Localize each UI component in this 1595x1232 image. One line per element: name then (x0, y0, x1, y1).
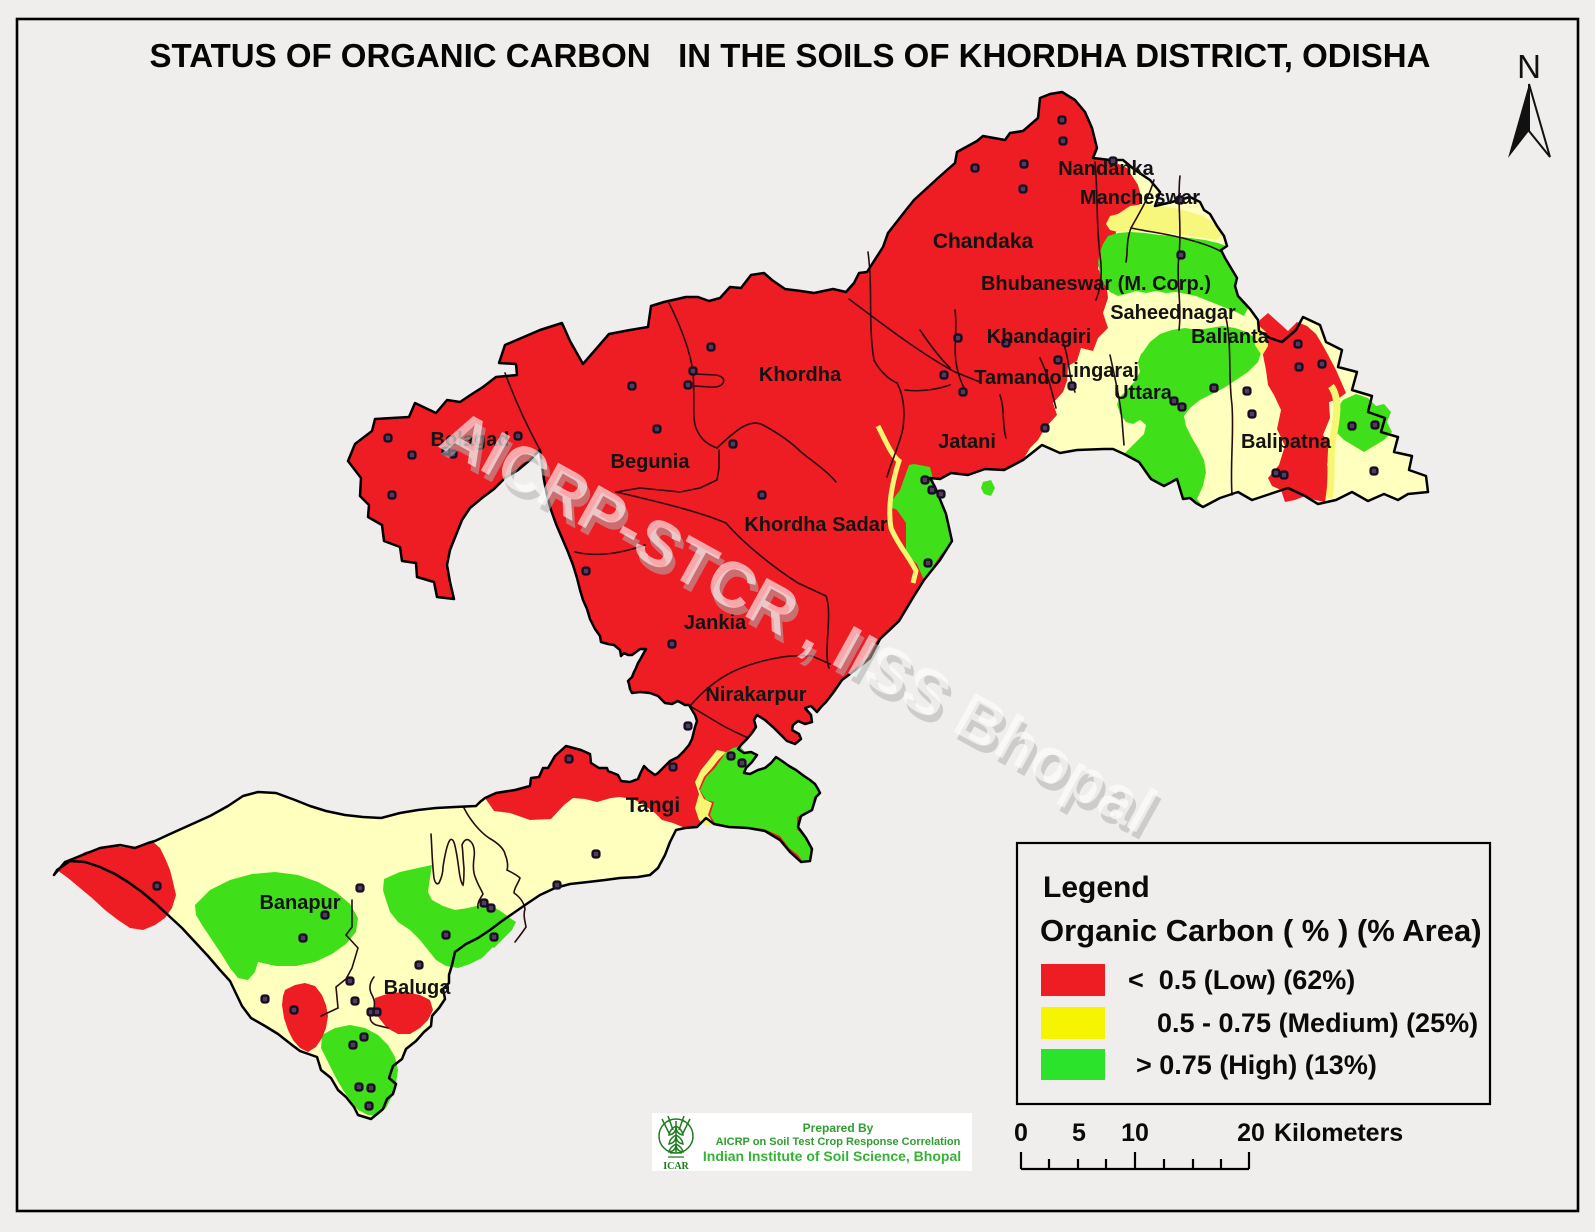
svg-text:Khandagiri: Khandagiri (987, 326, 1091, 348)
svg-text:AICRP on Soil Test Crop Respon: AICRP on Soil Test Crop Response Correla… (716, 1136, 961, 1148)
svg-text:Kilometers: Kilometers (1274, 1119, 1403, 1147)
svg-text:Khordha Sadar: Khordha Sadar (744, 514, 888, 536)
svg-text:Bolagad: Bolagad (431, 429, 510, 451)
svg-text:Lingaraj: Lingaraj (1061, 360, 1139, 382)
svg-text:10: 10 (1121, 1119, 1149, 1147)
svg-text:Balipatna: Balipatna (1241, 431, 1332, 453)
svg-text:Bhubaneswar (M. Corp.): Bhubaneswar (M. Corp.) (981, 273, 1211, 295)
svg-text:Jankia: Jankia (684, 612, 747, 634)
svg-text:Prepared By: Prepared By (803, 1121, 874, 1135)
svg-text:Nirakarpur: Nirakarpur (705, 684, 806, 706)
svg-text:Baluga: Baluga (384, 977, 452, 999)
svg-text:Khordha: Khordha (759, 364, 842, 386)
svg-text:> 0.75 (High) (13%): > 0.75 (High) (13%) (1136, 1050, 1377, 1080)
svg-text:Mancheswar: Mancheswar (1080, 187, 1200, 209)
svg-text:Legend: Legend (1043, 871, 1150, 904)
svg-text:ICAR: ICAR (663, 1161, 689, 1172)
svg-text:0.5 - 0.75 (Medium) (25%): 0.5 - 0.75 (Medium) (25%) (1157, 1008, 1478, 1038)
svg-text:Begunia: Begunia (611, 451, 691, 473)
svg-text:STATUS OF ORGANIC CARBON IN: STATUS OF ORGANIC CARBON IN THE SOILS OF… (150, 37, 1431, 74)
svg-text:0: 0 (1014, 1119, 1028, 1147)
svg-text:5: 5 (1072, 1119, 1086, 1147)
svg-text:Balianta: Balianta (1191, 326, 1270, 348)
svg-text:Chandaka: Chandaka (933, 230, 1034, 253)
svg-text:Uttara: Uttara (1114, 382, 1173, 404)
svg-text:Saheednagar: Saheednagar (1110, 302, 1236, 324)
svg-text:N: N (1517, 48, 1541, 85)
svg-text:Tangi: Tangi (626, 794, 680, 817)
svg-text:Nandanka: Nandanka (1058, 158, 1154, 180)
svg-text:Indian Institute of Soil Scien: Indian Institute of Soil Science, Bhopal (703, 1148, 961, 1164)
svg-text:Banapur: Banapur (259, 892, 340, 914)
svg-text:Organic Carbon ( % ) (% Area): Organic Carbon ( % ) (% Area) (1040, 913, 1482, 948)
svg-text:Jatani: Jatani (938, 431, 996, 453)
svg-text:< 0.5 (Low) (62%): < 0.5 (Low) (62%) (1128, 965, 1355, 995)
svg-text:Tamando: Tamando (974, 367, 1061, 389)
svg-text:20: 20 (1237, 1119, 1265, 1147)
